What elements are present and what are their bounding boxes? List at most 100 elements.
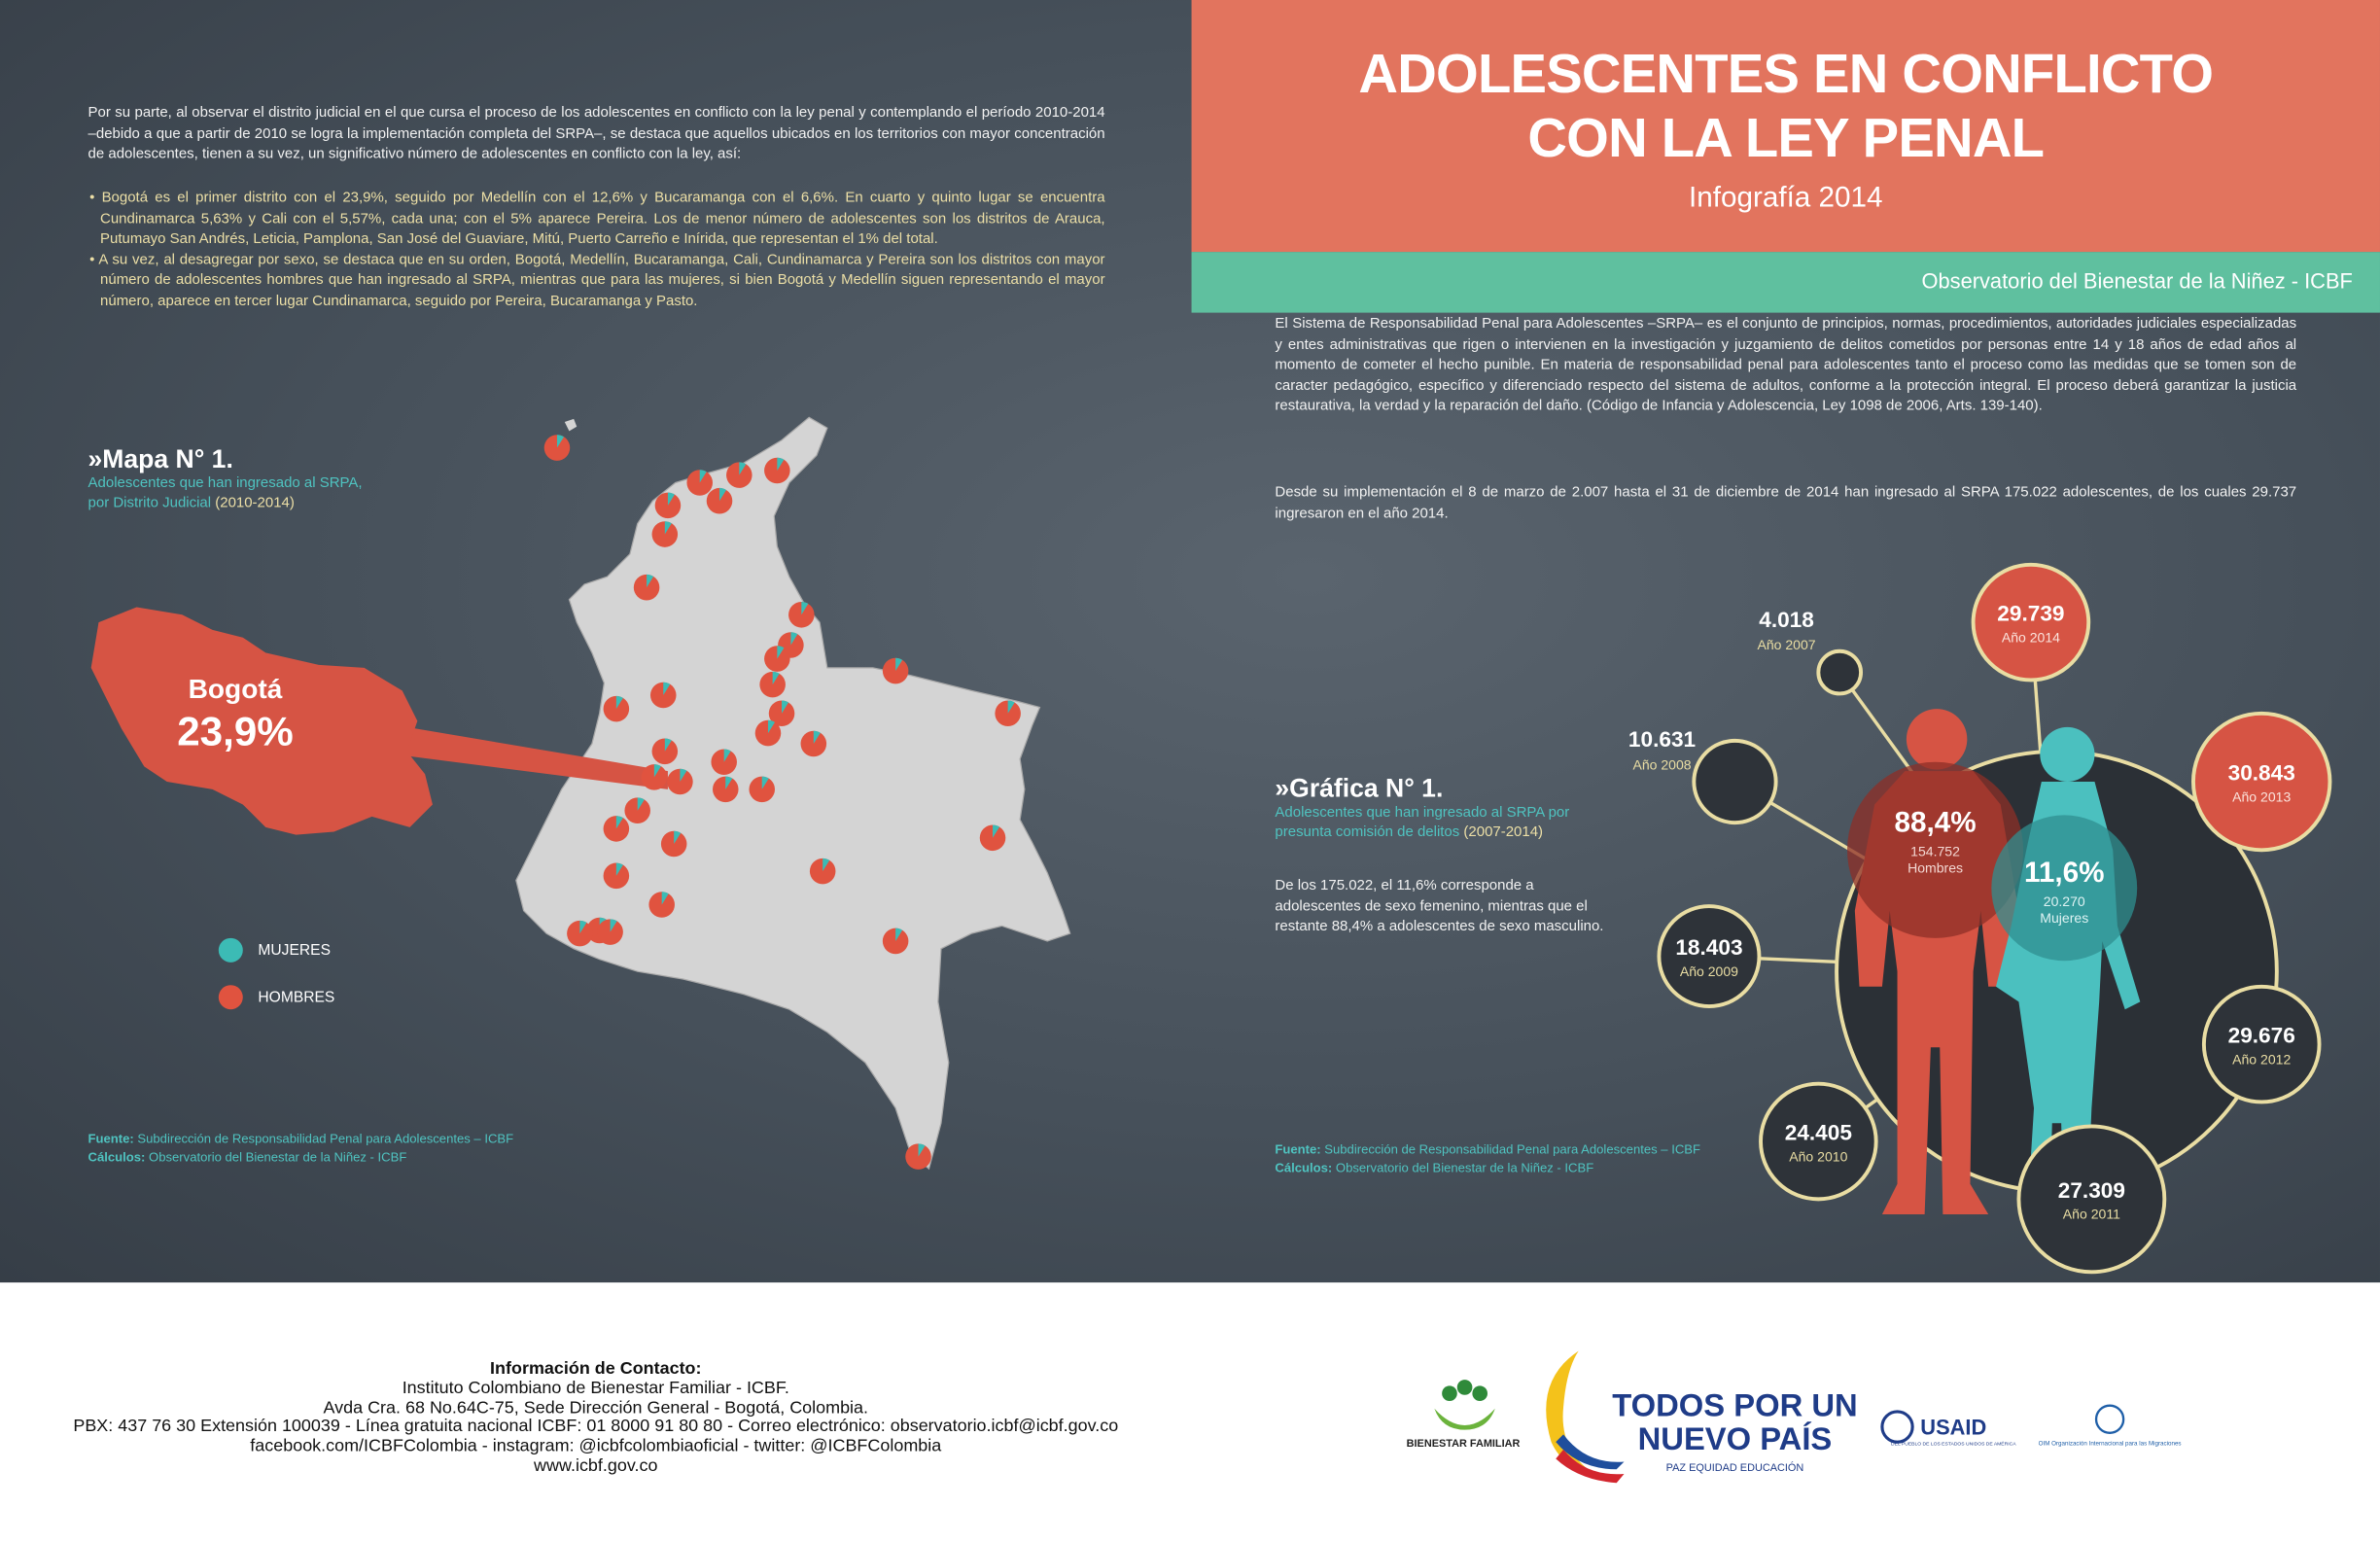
source-label: Fuente:: [1275, 1141, 1321, 1157]
year-bubble: [2016, 1124, 2167, 1275]
oim-text: OIM Organización Internacional para las …: [2039, 1440, 2182, 1447]
year-bubble: [1759, 1081, 1878, 1202]
map-marker-slice: [663, 682, 671, 696]
map-subtitle-text: Adolescentes que han ingresado al SRPA, …: [88, 474, 363, 511]
calc-text: Observatorio del Bienestar de la Niñez -…: [149, 1148, 407, 1164]
map-marker-slice: [777, 646, 785, 659]
map-marker-slice: [918, 1143, 926, 1157]
contact-line: PBX: 437 76 30 Extensión 100039 - Línea …: [73, 1418, 1119, 1437]
male-head: [1906, 709, 1968, 770]
graph-description: De los 175.022, el 11,6% corresponde a a…: [1275, 877, 1604, 936]
legend-label: HOMBRES: [258, 989, 334, 1005]
title-line: CON LA LEY PENAL: [1527, 106, 2045, 169]
map-marker-slice: [680, 768, 687, 783]
contact-line: www.icbf.gov.co: [534, 1456, 658, 1476]
map-marker: [749, 776, 776, 803]
male-stat-circle: [1847, 761, 2024, 938]
year-value: 4.018: [1759, 608, 1814, 632]
female-count: 20.270: [2044, 893, 2085, 909]
map-marker-slice: [895, 657, 903, 672]
map-marker-slice: [667, 492, 675, 506]
subtitle: Infografía 2014: [1688, 182, 1883, 215]
colombia-map: [515, 416, 1071, 1171]
calc-line: Cálculos: Observatorio del Bienestar de …: [1275, 1159, 1700, 1176]
map-marker-slice: [993, 824, 1000, 838]
map-marker: [979, 824, 1006, 852]
calc-text: Observatorio del Bienestar de la Niñez -…: [1335, 1158, 1594, 1174]
map-marker: [633, 574, 660, 601]
contact: Información de Contacto: Instituto Colom…: [0, 1360, 1192, 1477]
map-marker-slice: [822, 858, 830, 872]
map-marker-slice: [772, 671, 780, 685]
map-marker-slice: [615, 862, 623, 876]
male-label: Hombres: [1908, 860, 1963, 876]
srpa-paragraph: El Sistema de Responsabilidad Penal para…: [1275, 315, 2297, 415]
graph-title: »Gráfica N° 1.: [1275, 774, 1444, 803]
header-band: [1191, 252, 2380, 313]
male-percent: 88,4%: [1895, 807, 1977, 839]
calc-line: Cálculos: Observatorio del Bienestar de …: [88, 1148, 514, 1166]
map-marker-slice: [674, 830, 682, 845]
map-marker-slice: [739, 462, 747, 475]
map-marker-slice: [777, 457, 785, 471]
map-marker-slice: [761, 776, 769, 789]
source-label: Fuente:: [88, 1131, 134, 1146]
todos-line2: NUEVO PAÍS: [1638, 1420, 1833, 1456]
map-marker-slice: [813, 730, 821, 744]
contact-title: Información de Contacto:: [490, 1359, 702, 1379]
todos-line1: TODOS POR UN: [1612, 1387, 1857, 1423]
year-bubble: [1692, 738, 1778, 825]
title-line: ADOLESCENTES EN CONFLICTO: [1358, 42, 2214, 105]
map: [90, 416, 1071, 1171]
map-marker: [686, 470, 713, 496]
island: [564, 418, 578, 432]
map-marker-slice: [579, 920, 587, 934]
usaid-tagline: DEL PUEBLO DE LOS ESTADOS UNIDOS DE AMÉR…: [1891, 1440, 2016, 1447]
year-bubble: [2201, 984, 2322, 1104]
year-value: 24.405: [1785, 1120, 1852, 1144]
source-line: Fuente: Subdirección de Responsabilidad …: [88, 1131, 514, 1148]
map-marker: [905, 1143, 931, 1170]
map-marker-slice: [723, 749, 731, 762]
title: ADOLESCENTES EN CONFLICTO CON LA LEY PEN…: [1214, 43, 2358, 170]
intro-bullets: • Bogotá es el primer distrito con el 23…: [88, 189, 1105, 312]
female-head: [2040, 726, 2095, 783]
female-label: Mujeres: [2040, 910, 2088, 926]
map-source: Fuente: Subdirección de Responsabilidad …: [88, 1131, 514, 1166]
usaid-text: USAID: [1920, 1415, 1986, 1439]
year-value: 29.676: [2228, 1024, 2295, 1048]
map-marker-slice: [725, 776, 733, 789]
bogota-name: Bogotá: [189, 674, 283, 704]
calc-label: Cálculos:: [1275, 1158, 1333, 1174]
year-value: 10.631: [1628, 727, 1696, 752]
year-label: Año 2010: [1789, 1148, 1847, 1164]
year-label: Año 2007: [1757, 637, 1815, 652]
year-value: 29.739: [1997, 602, 2064, 626]
map-marker-slice: [556, 435, 564, 448]
map-marker-slice: [719, 487, 727, 502]
year-bubble: [2191, 711, 2332, 853]
map-marker-slice: [664, 738, 672, 752]
map-marker-slice: [661, 892, 669, 905]
map-marker-slice: [615, 816, 623, 829]
bienestar-logo: [1434, 1380, 1495, 1430]
source-text: Subdirección de Responsabilidad Penal pa…: [1324, 1141, 1700, 1157]
band-text: Observatorio del Bienestar de la Niñez -…: [1921, 268, 2353, 294]
todos-tagline: PAZ EQUIDAD EDUCACIÓN: [1666, 1461, 1804, 1474]
bullet: • A su vez, al desagregar por sexo, se d…: [89, 251, 1105, 310]
contact-line: facebook.com/ICBFColombia - instagram: @…: [250, 1437, 942, 1456]
year-bubble: [1816, 648, 1864, 696]
map-marker-slice: [647, 574, 654, 588]
map-marker-slice: [637, 797, 645, 811]
calc-label: Cálculos:: [88, 1148, 146, 1164]
map-marker-slice: [767, 719, 776, 734]
graph-source: Fuente: Subdirección de Responsabilidad …: [1275, 1141, 1700, 1176]
bogota-value: 23,9%: [177, 709, 294, 754]
contact-line: Instituto Colombiano de Bienestar Famili…: [402, 1379, 789, 1398]
map-marker: [726, 462, 752, 488]
